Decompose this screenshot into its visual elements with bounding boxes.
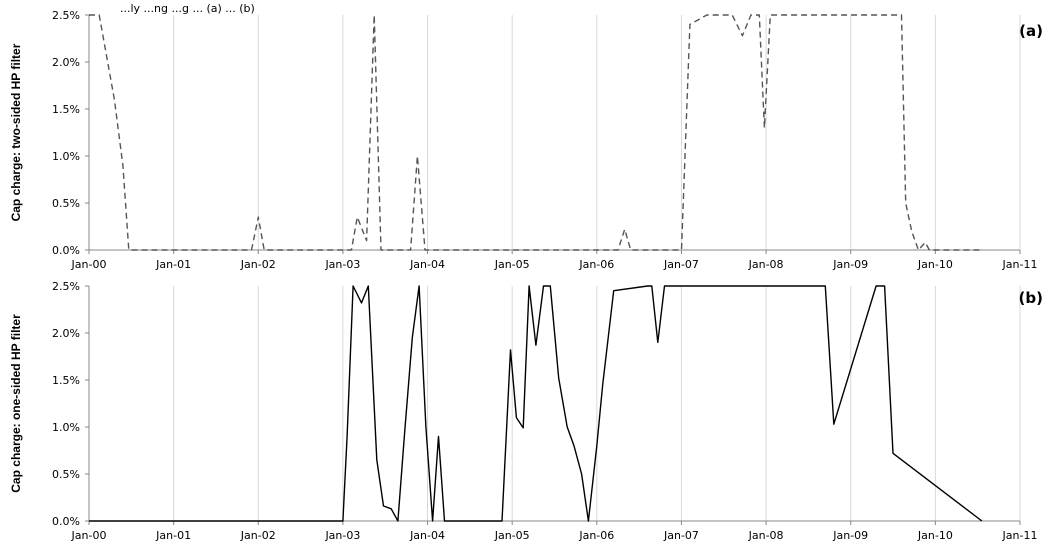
series-line — [89, 285, 983, 522]
x-tick-label: Jan-06 — [578, 529, 614, 542]
y-tick-label: 0.5% — [52, 468, 80, 481]
y-tick-label: 0.0% — [52, 515, 80, 528]
y-tick-label: 1.5% — [52, 374, 80, 387]
panel-label: (a) — [1019, 22, 1043, 40]
y-tick-label: 2.0% — [52, 327, 80, 340]
panel-label: (b) — [1019, 289, 1043, 307]
x-tick-label: Jan-10 — [917, 258, 953, 271]
y-tick-label: 2.0% — [52, 56, 80, 69]
x-tick-label: Jan-08 — [748, 258, 784, 271]
y-tick-label: 1.5% — [52, 103, 80, 116]
x-tick-label: Jan-00 — [71, 529, 107, 542]
y-tick-label: 0.0% — [52, 244, 80, 257]
y-tick-label: 2.5% — [52, 280, 80, 293]
y-axis-title: Cap charge: one-sided HP filter — [9, 314, 23, 493]
x-tick-label: Jan-07 — [663, 258, 699, 271]
x-tick-label: Jan-09 — [832, 529, 868, 542]
y-tick-label: 1.0% — [52, 421, 80, 434]
x-tick-label: Jan-03 — [324, 529, 360, 542]
x-tick-label: Jan-11 — [1002, 529, 1038, 542]
x-tick-label: Jan-07 — [663, 529, 699, 542]
x-tick-label: Jan-02 — [240, 258, 276, 271]
x-tick-label: Jan-11 — [1002, 258, 1038, 271]
x-tick-label: Jan-09 — [832, 258, 868, 271]
x-tick-label: Jan-05 — [494, 258, 530, 271]
x-tick-label: Jan-04 — [409, 529, 445, 542]
x-tick-label: Jan-06 — [578, 258, 614, 271]
x-tick-label: Jan-03 — [324, 258, 360, 271]
series-line — [89, 14, 982, 251]
panel-b: Jan-00 Jan-01 Jan-02 Jan-03 Jan-04 Jan-05 Jan-… — [9, 280, 1043, 542]
x-tick-label: Jan-04 — [409, 258, 445, 271]
x-tick-label: Jan-02 — [240, 529, 276, 542]
x-tick-label: Jan-08 — [748, 529, 784, 542]
caption-fragment: ...ly ...ng ...g ... (a) ... (b) — [120, 2, 255, 15]
y-tick-label: 1.0% — [52, 150, 80, 163]
x-tick-label: Jan-10 — [917, 529, 953, 542]
y-axis-title: Cap charge: two-sided HP filter — [9, 43, 23, 221]
x-tick-label: Jan-05 — [494, 529, 530, 542]
x-tick-label: Jan-01 — [155, 529, 191, 542]
x-tick-label: Jan-00 — [71, 258, 107, 271]
y-tick-label: 0.5% — [52, 197, 80, 210]
panel-a: Jan-00 Jan-01 Jan-02 Jan-03 Jan-04 Jan-05 Jan-… — [9, 9, 1043, 271]
y-tick-label: 2.5% — [52, 9, 80, 22]
x-tick-label: Jan-01 — [155, 258, 191, 271]
